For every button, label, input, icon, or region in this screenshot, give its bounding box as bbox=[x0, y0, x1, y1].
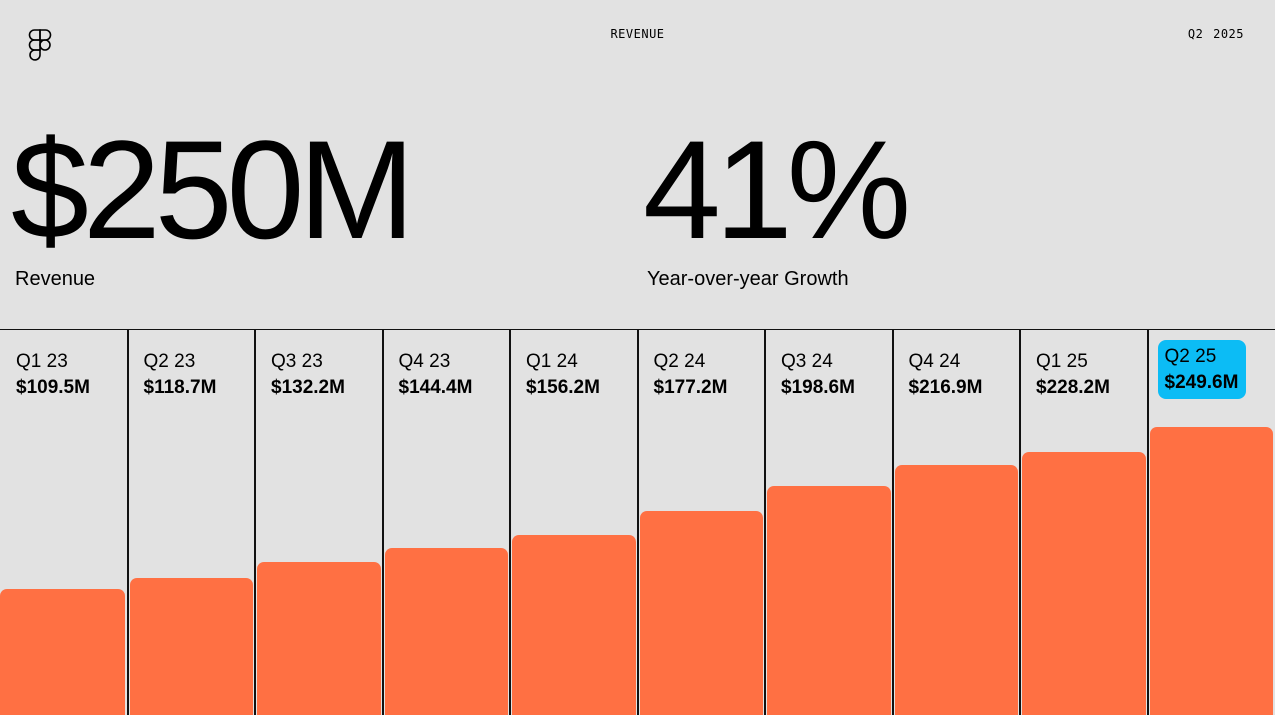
bar bbox=[639, 510, 763, 715]
kpi-growth-label: Year-over-year Growth bbox=[647, 268, 849, 290]
bar-label: Q2 24 $177.2M bbox=[654, 349, 728, 401]
kpi-revenue-label: Revenue bbox=[15, 268, 96, 290]
column-divider bbox=[381, 329, 384, 715]
bar bbox=[129, 578, 253, 715]
kpi-revenue: $250M Revenue bbox=[11, 120, 415, 291]
bar-column: Q3 24 $198.6M bbox=[765, 329, 893, 715]
value-label: $156.2M bbox=[526, 377, 600, 398]
kpi-revenue-value: $250M bbox=[11, 111, 415, 268]
bar-column: Q2 23 $118.7M bbox=[128, 329, 256, 715]
category-label: Q3 23 bbox=[271, 351, 323, 372]
bar-label: Q1 25 $228.2M bbox=[1036, 349, 1110, 401]
bar-column: Q4 23 $144.4M bbox=[383, 329, 511, 715]
bar-column: Q3 23 $132.2M bbox=[255, 329, 383, 715]
bar-label: Q2 25 $249.6M bbox=[1157, 340, 1247, 399]
value-label: $144.4M bbox=[398, 377, 473, 398]
page-title: REVENUE bbox=[610, 27, 665, 41]
bar bbox=[0, 588, 125, 715]
bar-column: Q2 25 $249.6M bbox=[1148, 329, 1275, 715]
bar-label: Q4 23 $144.4M bbox=[399, 349, 473, 401]
bar bbox=[384, 548, 508, 715]
category-label: Q2 24 bbox=[653, 351, 706, 372]
category-label: Q2 25 bbox=[1164, 346, 1217, 367]
period-label: Q2 2025 bbox=[1187, 27, 1244, 41]
bar bbox=[257, 562, 381, 715]
value-label: $109.5M bbox=[16, 377, 90, 398]
value-label: $198.6M bbox=[781, 377, 855, 398]
column-divider bbox=[891, 329, 894, 715]
bar bbox=[894, 464, 1018, 715]
revenue-bar-chart: Q1 23 $109.5M Q2 23 $118.7M Q3 23 $132.2M Q4 2… bbox=[0, 329, 1275, 715]
bar-label: Q1 24 $156.2M bbox=[526, 349, 600, 401]
category-label: Q2 23 bbox=[143, 351, 196, 372]
category-label: Q4 23 bbox=[398, 351, 451, 372]
bar bbox=[512, 534, 636, 715]
column-divider bbox=[1146, 329, 1149, 715]
bar-column: Q2 24 $177.2M bbox=[638, 329, 766, 715]
category-label: Q1 25 bbox=[1036, 351, 1088, 372]
column-divider bbox=[254, 329, 256, 715]
column-divider bbox=[636, 329, 639, 715]
kpi-growth-value: 41% bbox=[643, 111, 911, 268]
bar-label: Q3 23 $132.2M bbox=[271, 349, 345, 401]
bar-column: Q1 23 $109.5M bbox=[0, 329, 128, 715]
bar-column: Q1 25 $228.2M bbox=[1020, 329, 1148, 715]
bar-label: Q3 24 $198.6M bbox=[781, 349, 855, 401]
value-label: $177.2M bbox=[653, 377, 728, 398]
column-divider bbox=[509, 329, 511, 715]
bar-column: Q4 24 $216.9M bbox=[893, 329, 1021, 715]
value-label: $249.6M bbox=[1164, 372, 1239, 393]
bar bbox=[1149, 427, 1273, 715]
value-label: $216.9M bbox=[908, 377, 983, 398]
category-label: Q4 24 bbox=[908, 351, 961, 372]
bar-column: Q1 24 $156.2M bbox=[510, 329, 638, 715]
category-label: Q3 24 bbox=[781, 351, 833, 372]
value-label: $118.7M bbox=[143, 377, 217, 398]
bar-label: Q2 23 $118.7M bbox=[144, 349, 217, 401]
kpi-growth: 41% Year-over-year Growth bbox=[643, 120, 911, 291]
bar-label: Q1 23 $109.5M bbox=[16, 349, 90, 401]
value-label: $228.2M bbox=[1036, 377, 1110, 398]
column-divider bbox=[126, 329, 129, 715]
figma-logo-icon bbox=[28, 29, 52, 61]
column-divider bbox=[1019, 329, 1021, 715]
column-divider bbox=[764, 329, 766, 715]
bar-label: Q4 24 $216.9M bbox=[909, 349, 983, 401]
value-label: $132.2M bbox=[271, 377, 345, 398]
bar bbox=[1022, 451, 1146, 715]
category-label: Q1 23 bbox=[16, 351, 68, 372]
category-label: Q1 24 bbox=[526, 351, 578, 372]
bar bbox=[767, 485, 891, 715]
